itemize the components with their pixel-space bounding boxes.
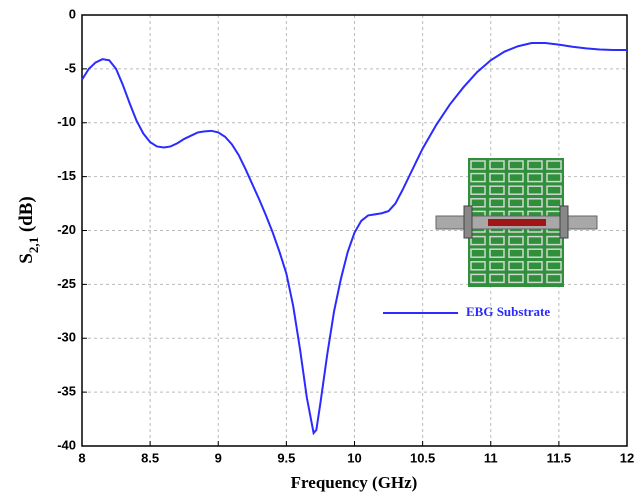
- connector-flange: [464, 206, 472, 238]
- x-tick-label: 10: [347, 450, 361, 465]
- x-tick-label: 9.5: [277, 450, 295, 465]
- y-tick-label: -25: [57, 276, 76, 291]
- y-tick-label: -10: [57, 114, 76, 129]
- y-tick-label: -5: [64, 60, 76, 75]
- y-tick-label: -20: [57, 222, 76, 237]
- y-axis-title-subscript: 2,1: [26, 237, 41, 253]
- x-tick-label: 11.5: [547, 450, 572, 465]
- y-tick-label: -30: [57, 330, 76, 345]
- x-tick-label: 10.5: [410, 450, 435, 465]
- connector-flange: [560, 206, 568, 238]
- x-tick-label: 9: [215, 450, 222, 465]
- chart: Frequency (GHz) S2,1 (dB) 8 8.5 9 9.5 10 10.5…: [0, 0, 636, 497]
- inset-image: [436, 158, 597, 287]
- x-tick-label: 12: [620, 450, 634, 465]
- y-axis-title: S2,1 (dB): [16, 196, 41, 263]
- page: {"chart_data": {"type": "line", "xlabel"…: [0, 0, 636, 497]
- x-tick-label: 8: [78, 450, 85, 465]
- microstrip: [488, 219, 546, 226]
- legend-label: EBG Substrate: [466, 304, 550, 319]
- y-axis-title-main: S: [16, 253, 37, 264]
- y-tick-label: -40: [57, 437, 76, 452]
- y-tick-label: -15: [57, 168, 76, 183]
- x-axis-title: Frequency (GHz): [291, 473, 418, 492]
- x-tick-label: 11: [484, 450, 498, 465]
- y-tick-label: -35: [57, 384, 76, 399]
- x-tick-label: 8.5: [141, 450, 159, 465]
- y-tick-label: 0: [69, 6, 76, 21]
- y-axis-title-unit: (dB): [16, 196, 37, 237]
